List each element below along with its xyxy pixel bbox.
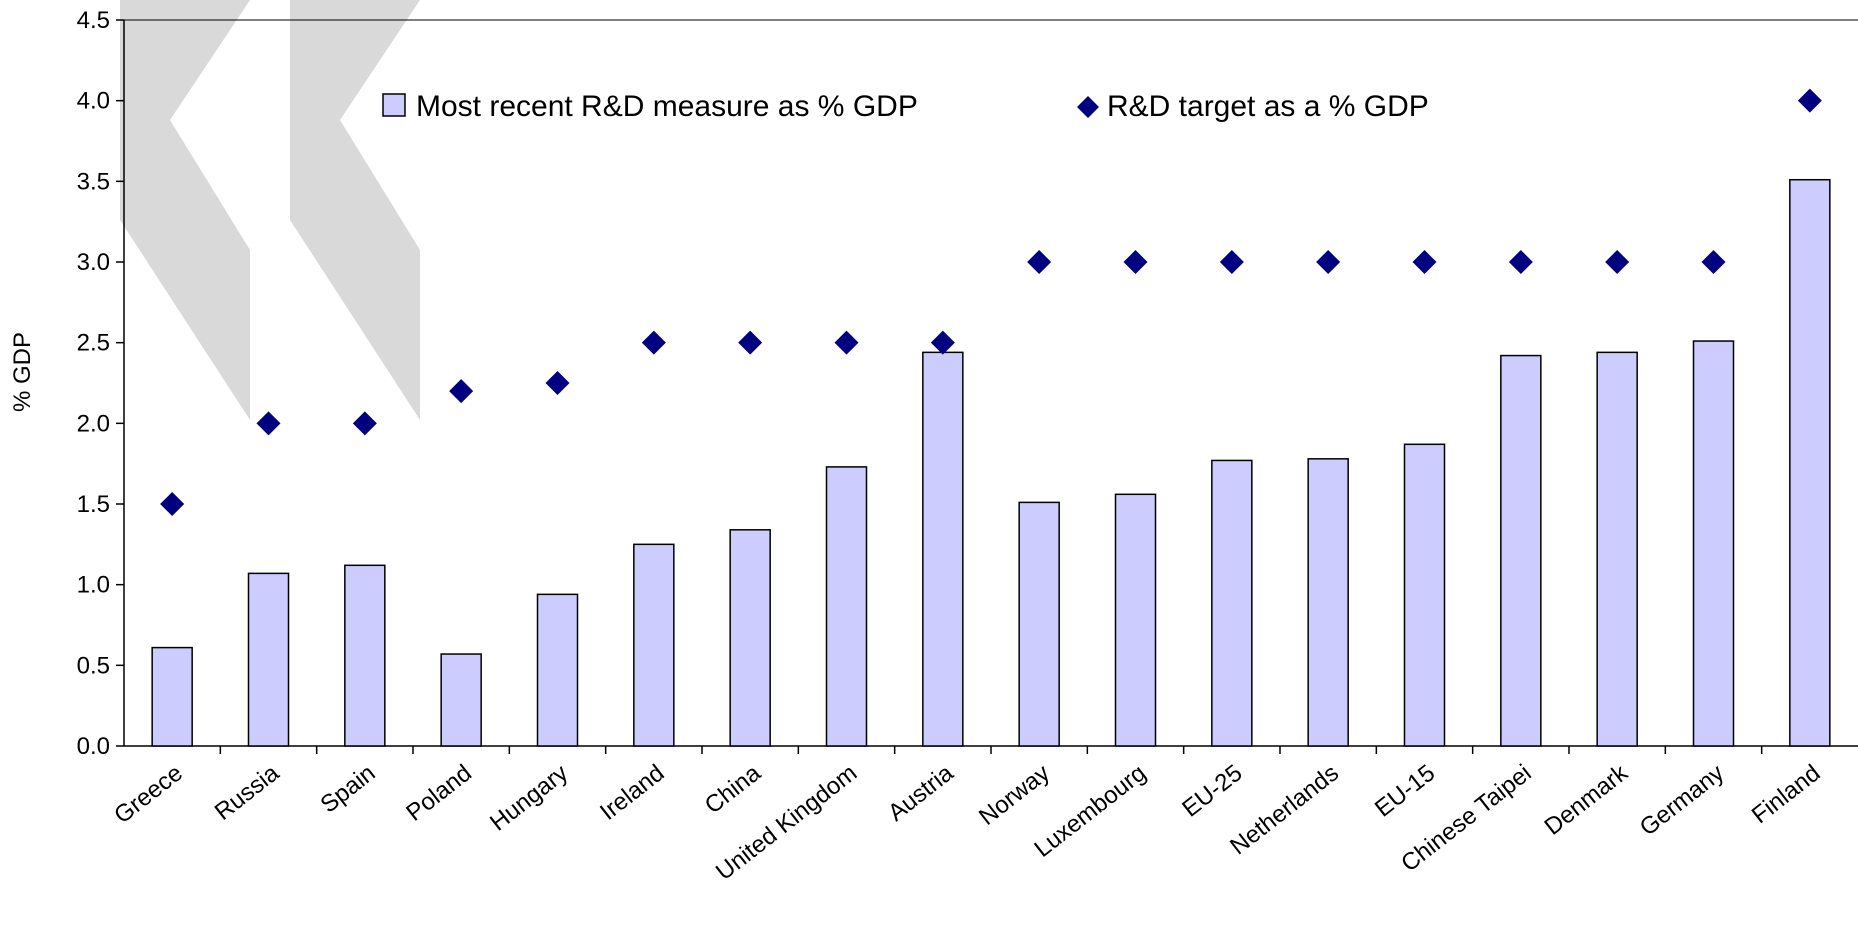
target-marker bbox=[1797, 88, 1822, 113]
bar bbox=[1500, 354, 1542, 747]
bar bbox=[536, 593, 579, 747]
category-label: Denmark bbox=[1540, 759, 1634, 841]
bar bbox=[1692, 340, 1735, 747]
y-tick-label: 1.5 bbox=[77, 491, 110, 518]
target-marker bbox=[545, 371, 570, 395]
category-label: Finland bbox=[1747, 759, 1826, 829]
bar bbox=[344, 564, 386, 747]
watermark-chevron-2 bbox=[290, 0, 420, 420]
bar bbox=[1114, 493, 1157, 747]
category-label: Netherlands bbox=[1225, 759, 1344, 860]
category-label: Russia bbox=[210, 759, 285, 826]
y-tick-label: 0.0 bbox=[77, 733, 110, 760]
bar bbox=[825, 466, 868, 747]
legend-bar-swatch bbox=[382, 93, 406, 117]
watermark-chevron-1 bbox=[120, 0, 250, 420]
bar bbox=[1596, 351, 1638, 747]
target-marker bbox=[256, 411, 281, 436]
legend: Most recent R&D measure as % GDP R&D tar… bbox=[382, 90, 1429, 123]
bar bbox=[440, 653, 482, 747]
y-tick-label: 4.5 bbox=[77, 7, 110, 34]
target-marker bbox=[352, 411, 377, 436]
category-labels: Greece Russia Spain Poland Hungary Ireland Chi… bbox=[109, 759, 1825, 886]
target-marker bbox=[1412, 250, 1437, 274]
bar bbox=[1789, 178, 1831, 747]
y-tick-label: 3.5 bbox=[77, 168, 110, 195]
markers-series bbox=[160, 88, 1822, 516]
bar bbox=[729, 529, 771, 747]
category-label: EU-25 bbox=[1177, 759, 1247, 822]
y-tick-label: 1.0 bbox=[77, 572, 110, 599]
legend-marker-label: R&D target as a % GDP bbox=[1107, 90, 1429, 123]
bar bbox=[151, 646, 193, 747]
bars-series bbox=[151, 178, 1831, 747]
target-marker bbox=[1316, 250, 1341, 274]
target-marker bbox=[1701, 250, 1726, 274]
category-label: Poland bbox=[401, 759, 477, 826]
target-marker bbox=[1605, 250, 1630, 274]
bar bbox=[1403, 443, 1446, 747]
legend-bar-label: Most recent R&D measure as % GDP bbox=[416, 90, 918, 123]
category-label: Austria bbox=[883, 759, 959, 827]
y-tick-label: 3.0 bbox=[77, 249, 110, 276]
bar bbox=[633, 543, 675, 747]
category-label: EU-15 bbox=[1370, 759, 1440, 822]
target-marker bbox=[641, 330, 666, 355]
bar bbox=[247, 572, 290, 747]
category-label: Spain bbox=[316, 759, 381, 818]
legend-marker-swatch bbox=[1077, 96, 1099, 118]
target-marker bbox=[930, 330, 955, 355]
category-label: Hungary bbox=[485, 759, 573, 836]
target-marker bbox=[1508, 250, 1533, 274]
y-tick-label: 2.0 bbox=[77, 410, 110, 437]
target-marker bbox=[1219, 250, 1244, 274]
bar bbox=[1307, 458, 1349, 747]
category-label: Norway bbox=[974, 759, 1055, 830]
category-label: Greece bbox=[109, 759, 188, 829]
axes bbox=[116, 19, 1858, 754]
target-marker bbox=[1027, 250, 1052, 274]
y-tick-labels: 0.0 0.5 1.0 1.5 2.0 2.5 3.0 3.5 4.0 4.5 bbox=[77, 7, 110, 760]
target-marker bbox=[160, 492, 185, 516]
y-tick-label: 0.5 bbox=[77, 652, 110, 679]
bar bbox=[1211, 459, 1253, 747]
category-label: Germany bbox=[1635, 759, 1729, 841]
y-axis-title: % GDP bbox=[9, 332, 36, 412]
bar bbox=[1018, 501, 1060, 747]
category-label: China bbox=[700, 759, 767, 819]
category-label: Ireland bbox=[595, 759, 669, 825]
watermark bbox=[120, 0, 420, 420]
target-marker bbox=[449, 379, 474, 404]
target-marker bbox=[1123, 250, 1148, 274]
target-marker bbox=[738, 330, 763, 355]
y-tick-label: 4.0 bbox=[77, 88, 110, 115]
bar bbox=[922, 351, 964, 747]
y-tick-label: 2.5 bbox=[77, 330, 110, 357]
target-marker bbox=[834, 330, 859, 355]
